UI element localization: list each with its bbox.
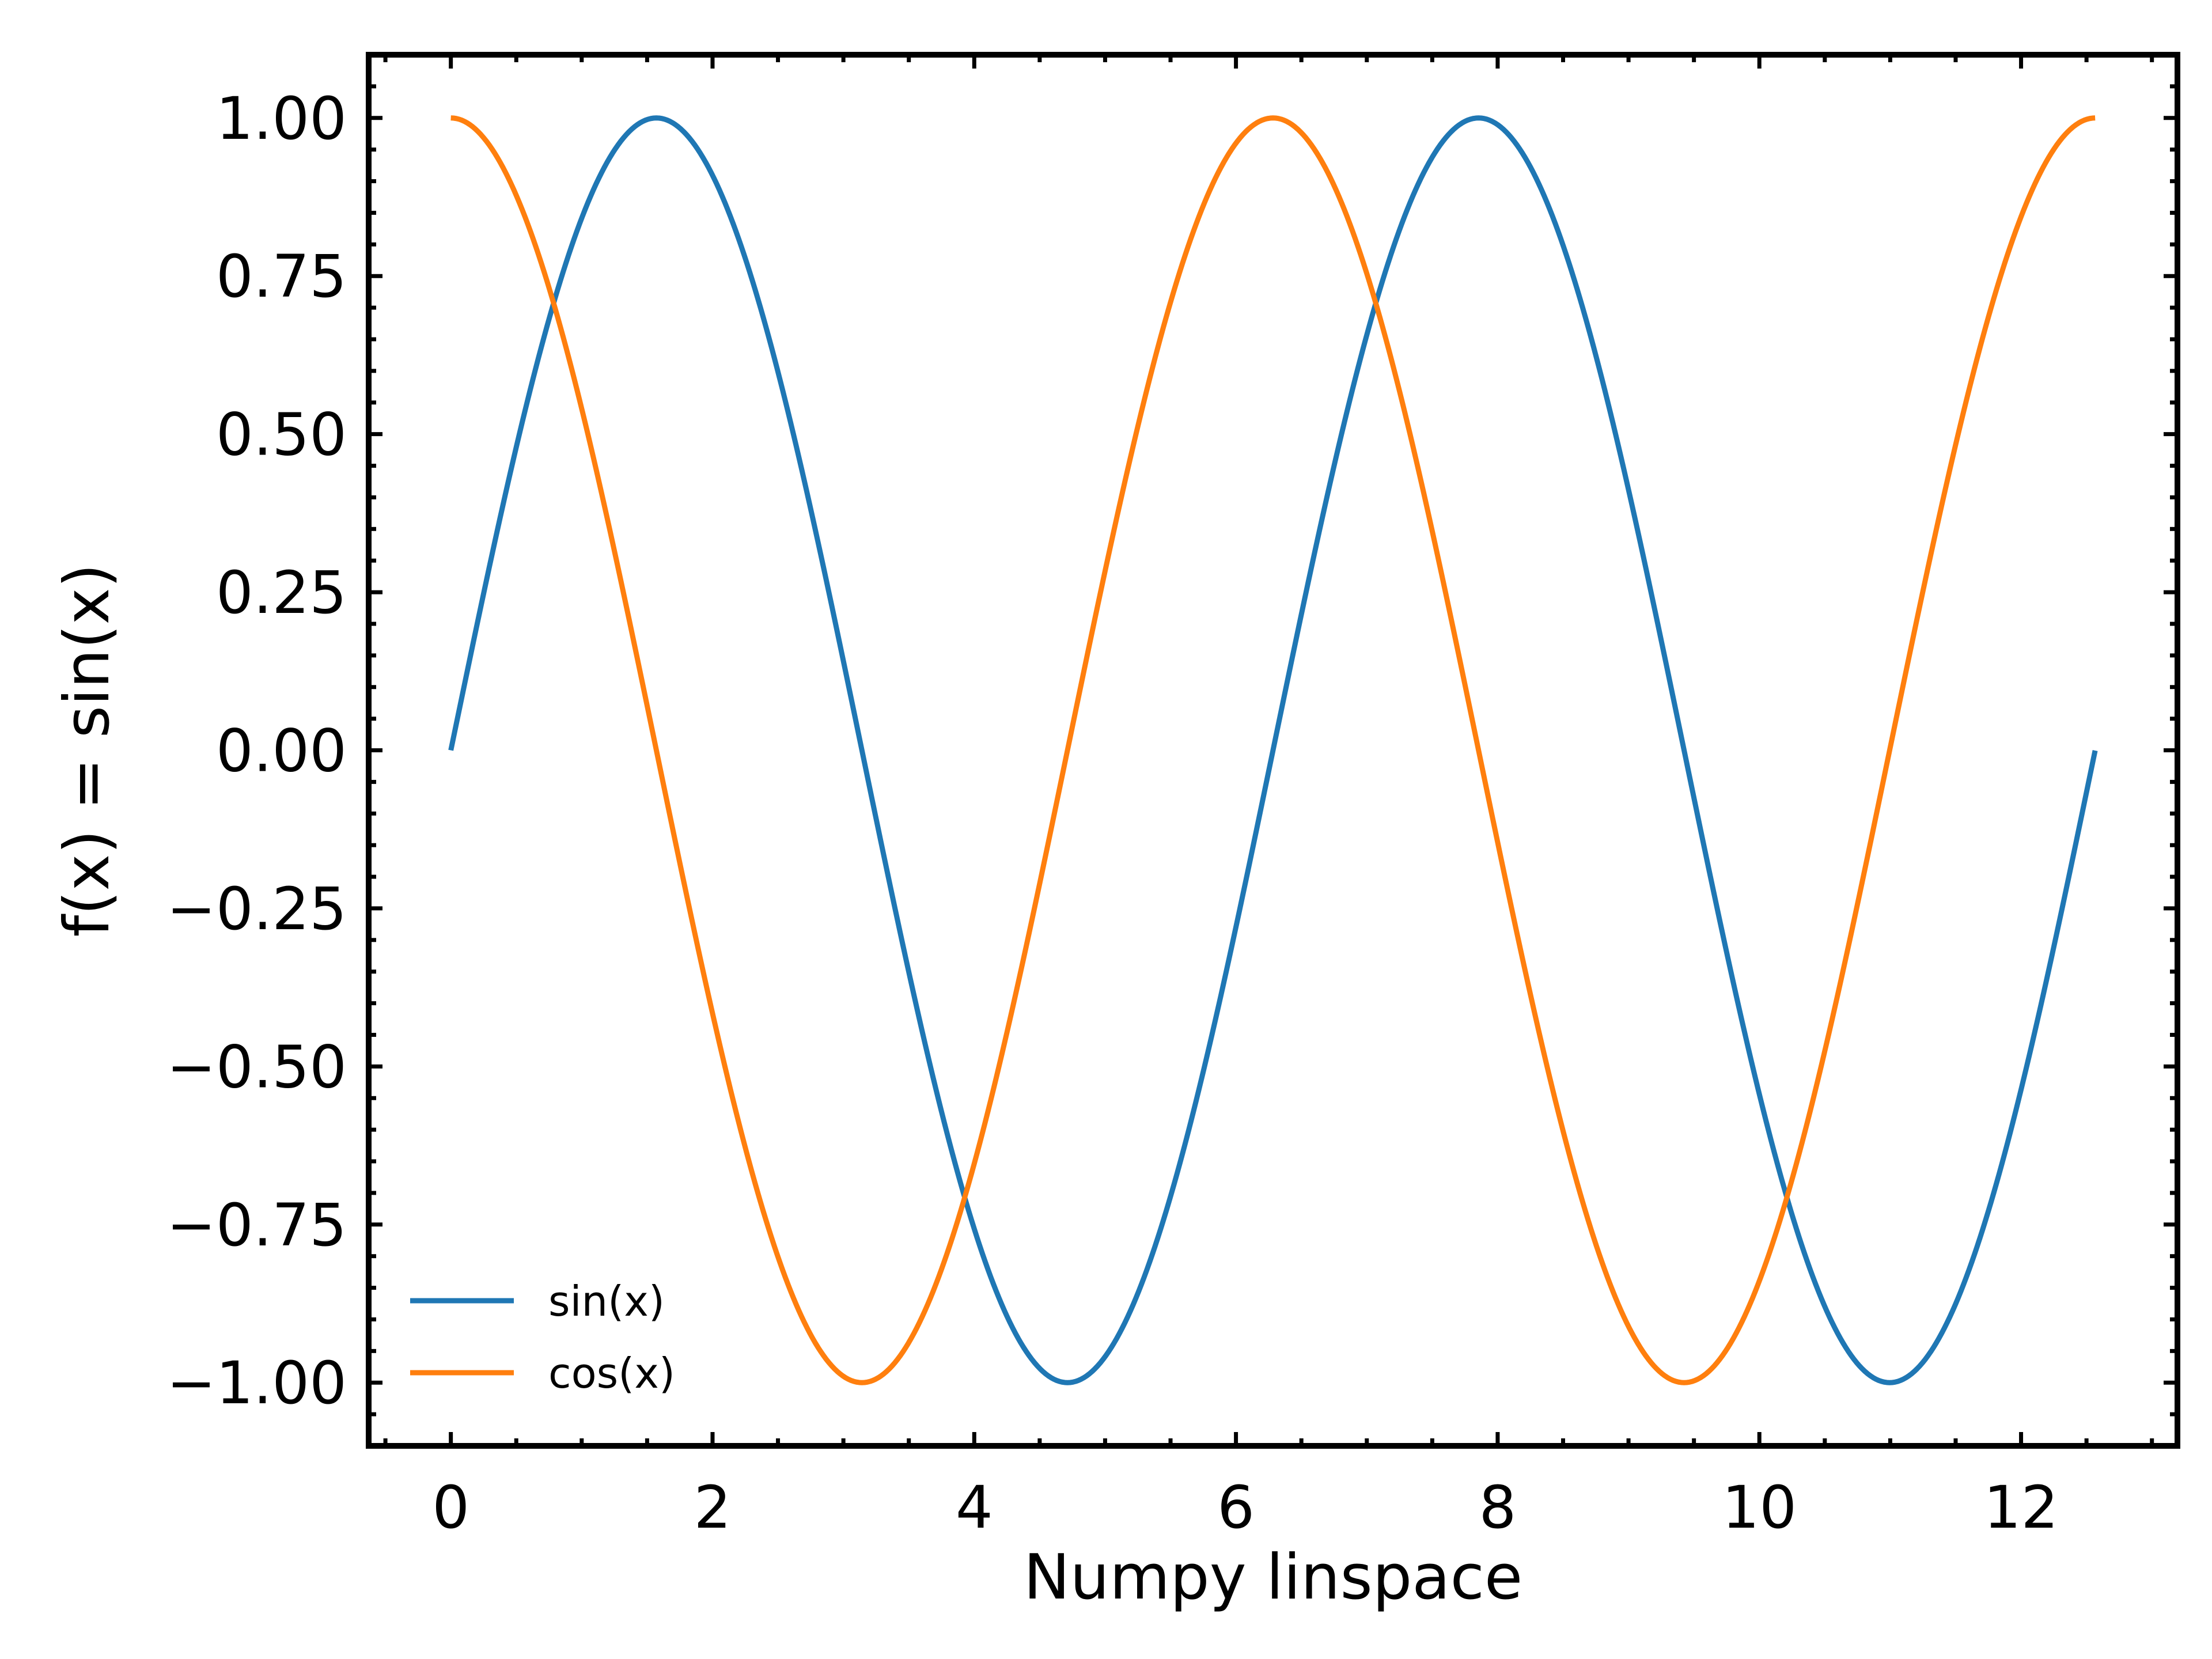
x-tick-label: 0 xyxy=(432,1474,469,1542)
y-tick-label: 0.00 xyxy=(216,717,347,786)
series-line-sin xyxy=(448,115,2098,1385)
x-tick-label: 6 xyxy=(1217,1474,1255,1542)
x-tick-label: 10 xyxy=(1722,1474,1797,1542)
x-tick-label: 8 xyxy=(1479,1474,1516,1542)
legend-label-cos: cos(x) xyxy=(548,1349,675,1397)
x-tick-label: 4 xyxy=(956,1474,993,1542)
y-axis-label: f(x) = sin(x) xyxy=(51,563,123,937)
y-tick-label: −0.75 xyxy=(166,1191,347,1260)
plot-frame xyxy=(366,52,2180,1449)
y-tick-label: 0.25 xyxy=(216,559,347,627)
y-tick-label: −1.00 xyxy=(166,1349,347,1418)
y-tick-label: −0.50 xyxy=(166,1033,347,1101)
x-tick-labels: 0 2 4 6 8 10 12 xyxy=(432,1474,2058,1542)
series-layer xyxy=(448,115,2098,1385)
x-tick-label: 2 xyxy=(694,1474,732,1542)
y-tick-label: 0.75 xyxy=(216,243,347,311)
legend: sin(x) cos(x) xyxy=(410,1277,675,1397)
x-tick-label: 12 xyxy=(1984,1474,2059,1542)
series-line-cos xyxy=(450,115,2096,1385)
y-tick-labels: 1.00 0.75 0.50 0.25 0.00 −0.25 −0.50 −0.75 −1.00 xyxy=(166,85,347,1418)
y-tick-label: 1.00 xyxy=(216,85,347,153)
x-axis-label: Numpy linspace xyxy=(1024,1541,1523,1613)
y-tick-label: 0.50 xyxy=(216,401,347,469)
y-tick-label: −0.25 xyxy=(166,875,347,944)
legend-label-sin: sin(x) xyxy=(548,1277,665,1325)
